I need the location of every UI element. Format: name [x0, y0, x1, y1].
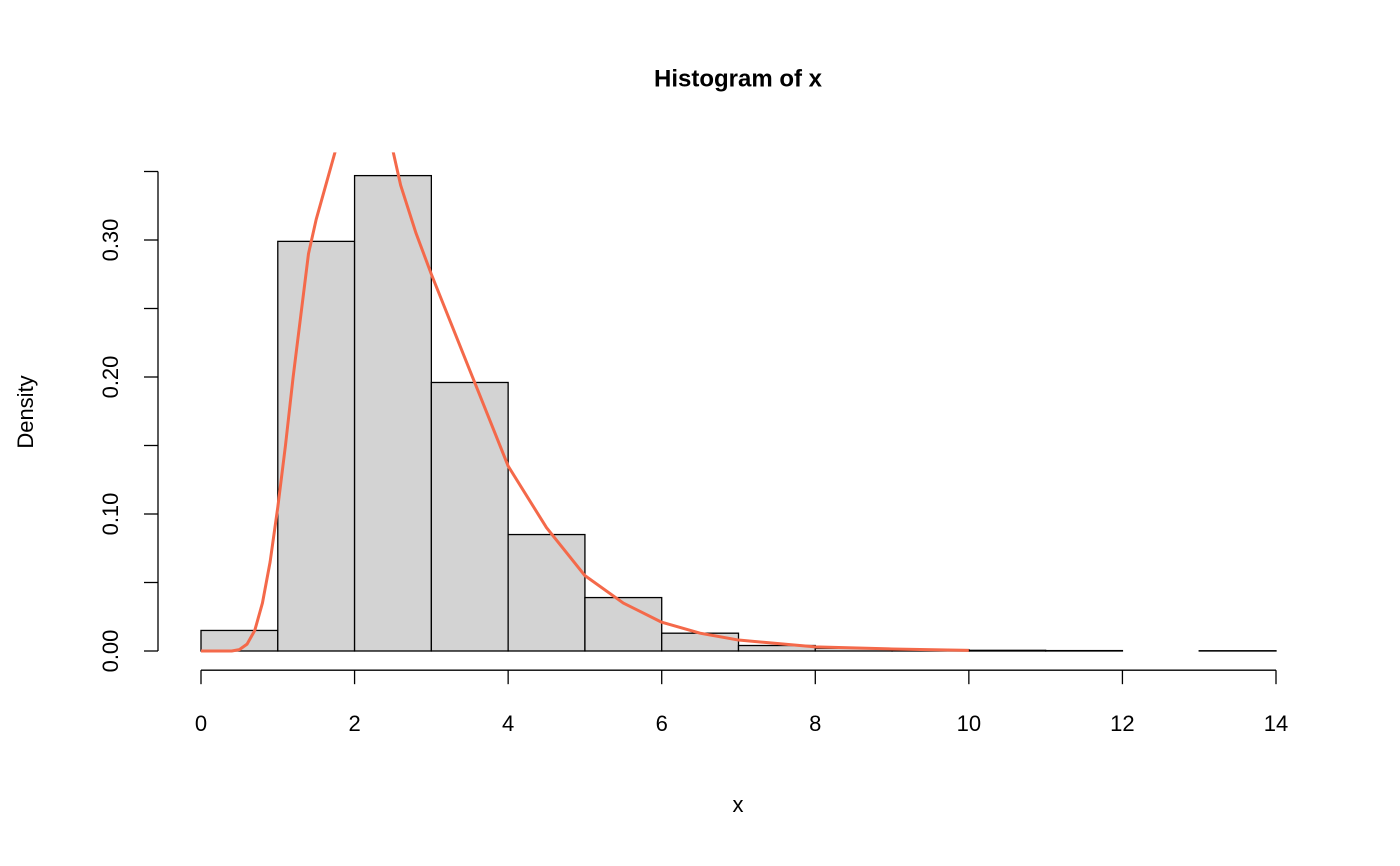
x-tick-label: 0: [195, 711, 207, 736]
y-tick-label: 0.30: [98, 219, 123, 262]
bar: [584, 596, 663, 652]
x-tick-label: 2: [348, 711, 360, 736]
bar: [968, 649, 1047, 652]
x-tick-label: 12: [1110, 711, 1134, 736]
x-tick-label: 6: [656, 711, 668, 736]
bar: [507, 533, 586, 652]
x-tick-label: 4: [502, 711, 514, 736]
curve-group: [201, 152, 969, 653]
bar: [277, 240, 356, 652]
chart-title: Histogram of x: [654, 65, 823, 92]
y-tick-label: 0.10: [98, 493, 123, 536]
bar: [430, 381, 509, 652]
y-axis-label: Density: [13, 375, 38, 448]
y-tick-label: 0.00: [98, 630, 123, 673]
x-tick-label: 14: [1264, 711, 1288, 736]
y-tick-label: 0.20: [98, 356, 123, 399]
x-tick-label: 8: [809, 711, 821, 736]
density-curve: [201, 152, 969, 653]
x-tick-label: 10: [957, 711, 981, 736]
x-axis-label: x: [733, 792, 744, 817]
bar: [661, 632, 740, 652]
